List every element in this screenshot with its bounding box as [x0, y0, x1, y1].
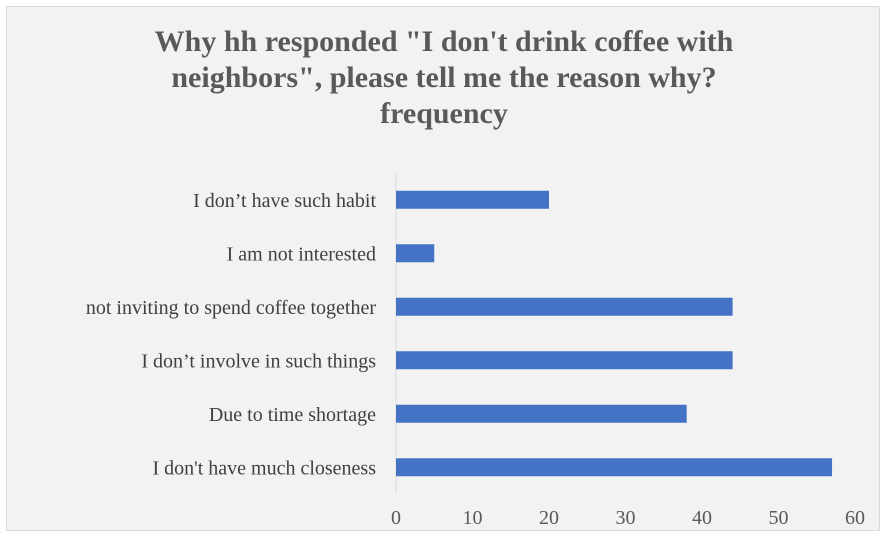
x-tick-label-40: 40: [692, 507, 712, 529]
category-label-1: I don’t have such habit: [193, 190, 376, 212]
x-tick-label-50: 50: [769, 507, 789, 529]
x-tick-label-30: 30: [616, 507, 636, 529]
bar-4: [396, 351, 733, 370]
x-tick-label-60: 60: [845, 507, 865, 529]
chart-title-line-3: frequency: [380, 97, 508, 130]
category-label-2: I am not interested: [227, 243, 376, 265]
chart-title-line-1: Why hh responded "I don't drink coffee w…: [154, 25, 734, 58]
x-tick-label-10: 10: [463, 507, 483, 529]
category-label-5: Due to time shortage: [209, 404, 376, 426]
category-label-3: not inviting to spend coffee together: [86, 297, 376, 319]
category-label-4: I don’t involve in such things: [141, 350, 376, 372]
chart-title: Why hh responded "I don't drink coffee w…: [7, 24, 881, 132]
bar-5: [396, 404, 687, 423]
bar-1: [396, 190, 549, 209]
x-tick-label-20: 20: [539, 507, 559, 529]
x-tick-label-0: 0: [391, 507, 401, 529]
bar-2: [396, 244, 435, 263]
chart-frame: Why hh responded "I don't drink coffee w…: [6, 6, 880, 531]
bar-chart-plot: I don’t have such habit I am not interest…: [86, 173, 865, 529]
category-label-6: I don't have much closeness: [152, 457, 376, 479]
bar-3: [396, 297, 733, 316]
bar-6: [396, 458, 833, 477]
chart-title-line-2: neighbors", please tell me the reason wh…: [171, 61, 717, 94]
